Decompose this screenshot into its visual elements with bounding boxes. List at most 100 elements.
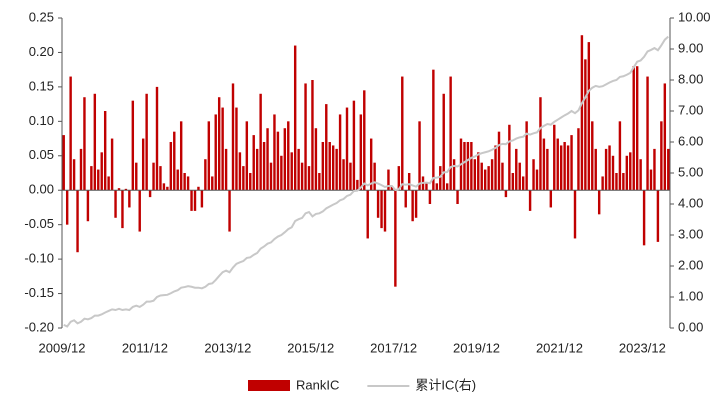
bar — [193, 190, 197, 211]
x-tick-label: 2017/12 — [370, 340, 417, 355]
bar — [93, 93, 97, 191]
y-tick-label: -0.20 — [24, 319, 54, 334]
bar — [131, 100, 135, 191]
bar — [553, 124, 556, 191]
bar — [245, 121, 249, 191]
bar — [65, 190, 69, 225]
bar — [100, 152, 103, 191]
y-tick-label: 0.05 — [29, 147, 54, 162]
bar — [511, 173, 515, 191]
bar — [159, 166, 162, 191]
bar — [611, 155, 615, 191]
bar — [477, 152, 480, 191]
bar — [97, 169, 100, 191]
bar — [597, 190, 601, 215]
y2-tick-label: 5.00 — [678, 164, 703, 179]
bar — [622, 173, 625, 191]
bar — [83, 97, 86, 191]
bar — [152, 162, 155, 191]
bar — [418, 121, 421, 191]
bar — [369, 138, 373, 191]
bar — [325, 104, 328, 191]
bar — [338, 114, 342, 191]
bar — [525, 121, 528, 191]
bar — [221, 107, 224, 191]
bar — [331, 145, 335, 191]
bar — [494, 145, 497, 191]
x-tick-label: 2023/12 — [619, 340, 666, 355]
bar — [390, 186, 394, 191]
bar — [280, 155, 283, 191]
bar — [135, 162, 138, 191]
bar — [211, 176, 214, 191]
bar — [580, 35, 584, 191]
bar — [608, 145, 611, 191]
bar — [466, 142, 470, 191]
y-tick-label: 0.10 — [29, 113, 54, 128]
bar — [273, 114, 276, 191]
bar — [387, 169, 390, 191]
bar — [162, 183, 166, 191]
bar — [179, 121, 183, 191]
bar — [62, 135, 65, 191]
bar — [356, 179, 359, 191]
bar — [145, 93, 148, 191]
bar — [252, 135, 255, 191]
bar — [594, 148, 597, 191]
bar — [656, 190, 660, 242]
bar — [559, 145, 563, 191]
bar — [110, 138, 114, 191]
bar — [255, 148, 259, 191]
bar — [349, 162, 352, 191]
bar — [128, 190, 131, 208]
bar — [456, 190, 459, 204]
bar — [487, 166, 490, 191]
bar — [653, 148, 656, 191]
bar — [646, 76, 649, 191]
bar — [490, 159, 494, 191]
bar — [532, 159, 535, 191]
bar — [435, 183, 439, 191]
bar — [287, 121, 290, 191]
bar — [535, 169, 539, 191]
bar — [442, 93, 445, 191]
bar — [300, 162, 304, 191]
bar — [79, 148, 83, 191]
bar — [604, 148, 608, 191]
bar — [269, 162, 273, 191]
bar — [342, 159, 345, 191]
legend-label: 累计IC(右) — [415, 377, 476, 392]
line — [63, 35, 669, 328]
bar — [573, 190, 577, 239]
bar — [504, 190, 508, 198]
x-tick-label: 2009/12 — [39, 340, 86, 355]
bar — [318, 173, 321, 191]
bar — [591, 121, 594, 191]
bar — [200, 190, 204, 208]
bar — [363, 90, 366, 191]
bar — [76, 190, 79, 253]
y-tick-label: -0.15 — [24, 285, 54, 300]
bar — [148, 190, 152, 198]
bar — [183, 173, 186, 191]
bar — [90, 166, 93, 191]
bar — [383, 190, 387, 232]
x-tick-label: 2011/12 — [122, 340, 168, 355]
bar — [501, 162, 504, 191]
bar — [238, 152, 242, 191]
bar — [625, 155, 629, 191]
bar — [117, 188, 121, 191]
bar — [376, 190, 380, 218]
bar — [470, 142, 473, 191]
bar — [546, 148, 549, 191]
bar — [373, 162, 376, 191]
bar — [577, 128, 580, 191]
bar — [397, 166, 401, 191]
bar — [121, 190, 124, 229]
bar — [169, 142, 173, 191]
bar — [449, 76, 452, 191]
bar — [563, 142, 566, 191]
bar — [401, 76, 404, 191]
bar — [141, 138, 145, 191]
